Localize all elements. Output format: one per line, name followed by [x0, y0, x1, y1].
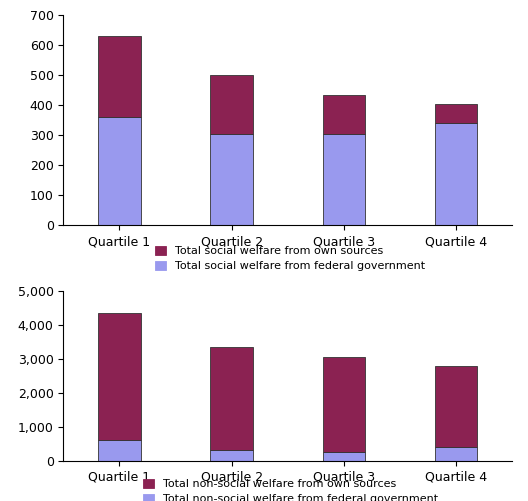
Bar — [323, 95, 365, 134]
Bar — [98, 313, 141, 440]
Legend: Total non-social welfare from own sources, Total non-social welfare from federal: Total non-social welfare from own source… — [143, 479, 438, 501]
Bar — [435, 446, 477, 461]
Bar — [210, 75, 253, 134]
Bar — [435, 366, 477, 446]
Bar — [98, 36, 141, 117]
Legend: Total social welfare from own sources, Total social welfare from federal governm: Total social welfare from own sources, T… — [155, 246, 426, 272]
Bar — [323, 134, 365, 225]
Bar — [323, 452, 365, 461]
Bar — [98, 117, 141, 225]
Bar — [323, 357, 365, 452]
Bar — [435, 123, 477, 225]
Bar — [435, 104, 477, 123]
Bar — [210, 134, 253, 225]
Bar — [210, 347, 253, 450]
Bar — [210, 450, 253, 461]
Bar — [98, 440, 141, 461]
